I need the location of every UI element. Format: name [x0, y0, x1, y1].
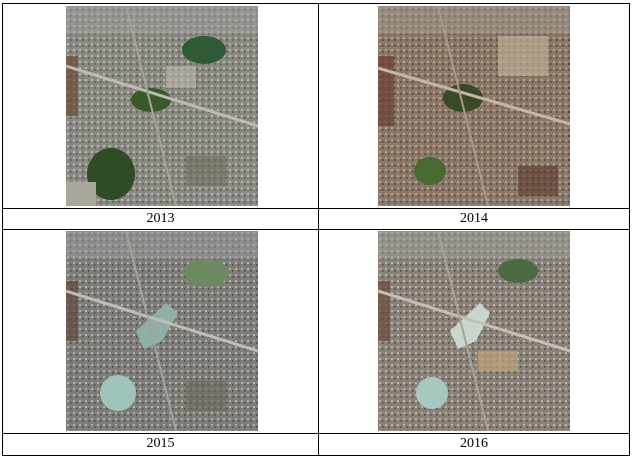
- satellite-image-2015: [66, 231, 258, 431]
- satellite-image-2013: [66, 6, 258, 206]
- table-divider-caption-2: [2, 433, 630, 434]
- year-caption-2015: 2015: [146, 436, 175, 451]
- year-caption-2016: 2016: [460, 436, 488, 451]
- table-border-bottom: [2, 455, 630, 456]
- table-border-top: [2, 3, 630, 4]
- satellite-image-2016: [378, 231, 570, 431]
- year-caption-2014: 2014: [460, 211, 488, 226]
- satellite-image-2014: [378, 6, 570, 206]
- table-divider-caption-1: [2, 208, 630, 209]
- year-caption-2013: 2013: [146, 211, 175, 226]
- table-divider-middle: [2, 229, 630, 230]
